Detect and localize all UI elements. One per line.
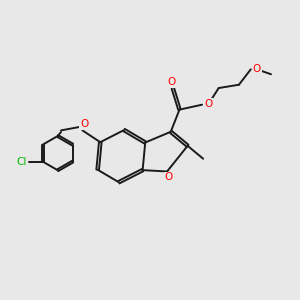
Text: O: O bbox=[165, 172, 173, 182]
Text: O: O bbox=[167, 77, 175, 87]
Text: Cl: Cl bbox=[16, 157, 27, 167]
Text: O: O bbox=[253, 64, 261, 74]
Text: O: O bbox=[204, 99, 212, 109]
Text: O: O bbox=[80, 119, 88, 129]
